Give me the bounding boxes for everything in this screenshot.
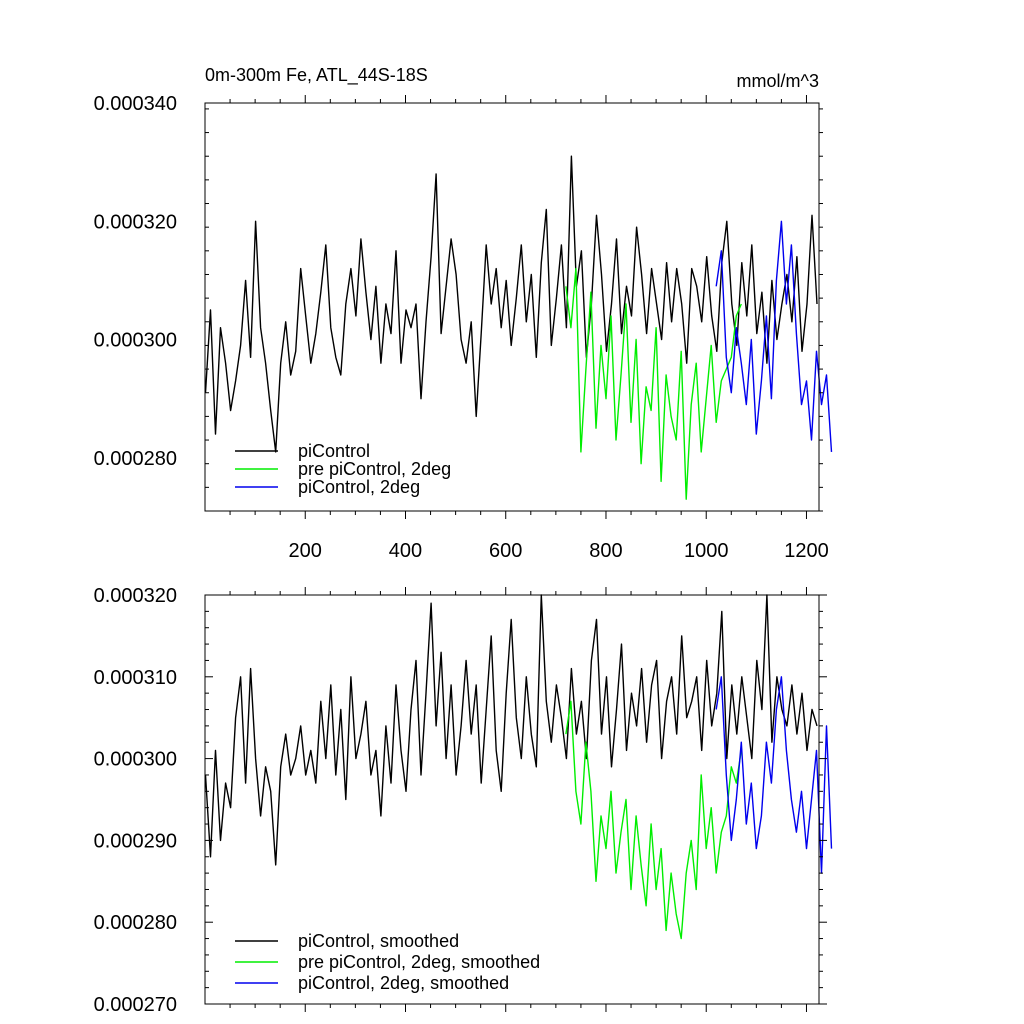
legend-label: piControl, 2deg [298, 477, 420, 497]
y-tick-label: 0.000320 [94, 211, 177, 233]
x-tick-label: 1000 [684, 540, 729, 562]
x-tick-label: 200 [289, 540, 322, 562]
x-tick-label: 800 [589, 540, 622, 562]
x-tick-label: 1200 [784, 540, 829, 562]
legend-label: pre piControl, 2deg [298, 459, 451, 479]
figure-title: 0m-300m Fe, ATL_44S-18S [205, 65, 428, 86]
y-tick-label: 0.000290 [94, 830, 177, 852]
x-tick-label: 600 [489, 540, 522, 562]
legend-label: piControl, 2deg, smoothed [298, 973, 509, 993]
y-tick-label: 0.000280 [94, 912, 177, 934]
y-tick-label: 0.000300 [94, 330, 177, 352]
y-tick-label: 0.000310 [94, 667, 177, 689]
series-line-picontrol-smoothed [204, 594, 818, 866]
y-tick-label: 0.000340 [94, 93, 177, 115]
legend-label: piControl, smoothed [298, 931, 459, 951]
plot-frame [204, 102, 820, 512]
series-line-picontrol [204, 155, 818, 453]
y-tick-label: 0.000300 [94, 749, 177, 771]
x-tick-label: 400 [389, 540, 422, 562]
y-tick-label: 0.000270 [94, 994, 177, 1016]
plot-frame [204, 594, 820, 1005]
legend-label: piControl [298, 441, 370, 461]
top-chart-panel: 200 400 600 800 1000 1200 0.000280 0.000300 0.00… [94, 93, 833, 562]
series-line-pre-picontrol-2deg-smoothed [565, 700, 742, 940]
units-label: mmol/m^3 [737, 71, 819, 91]
y-tick-label: 0.000280 [94, 448, 177, 470]
bottom-chart-panel: 0.000270 0.000280 0.000290 0.000300 0.000310… [94, 585, 833, 1016]
series-line-picontrol-2deg-smoothed [715, 676, 833, 874]
y-tick-label: 0.000320 [94, 585, 177, 607]
legend-label: pre piControl, 2deg, smoothed [298, 952, 540, 972]
series-line-pre-picontrol-2deg [565, 267, 742, 500]
series-line-picontrol-2deg [715, 220, 833, 452]
